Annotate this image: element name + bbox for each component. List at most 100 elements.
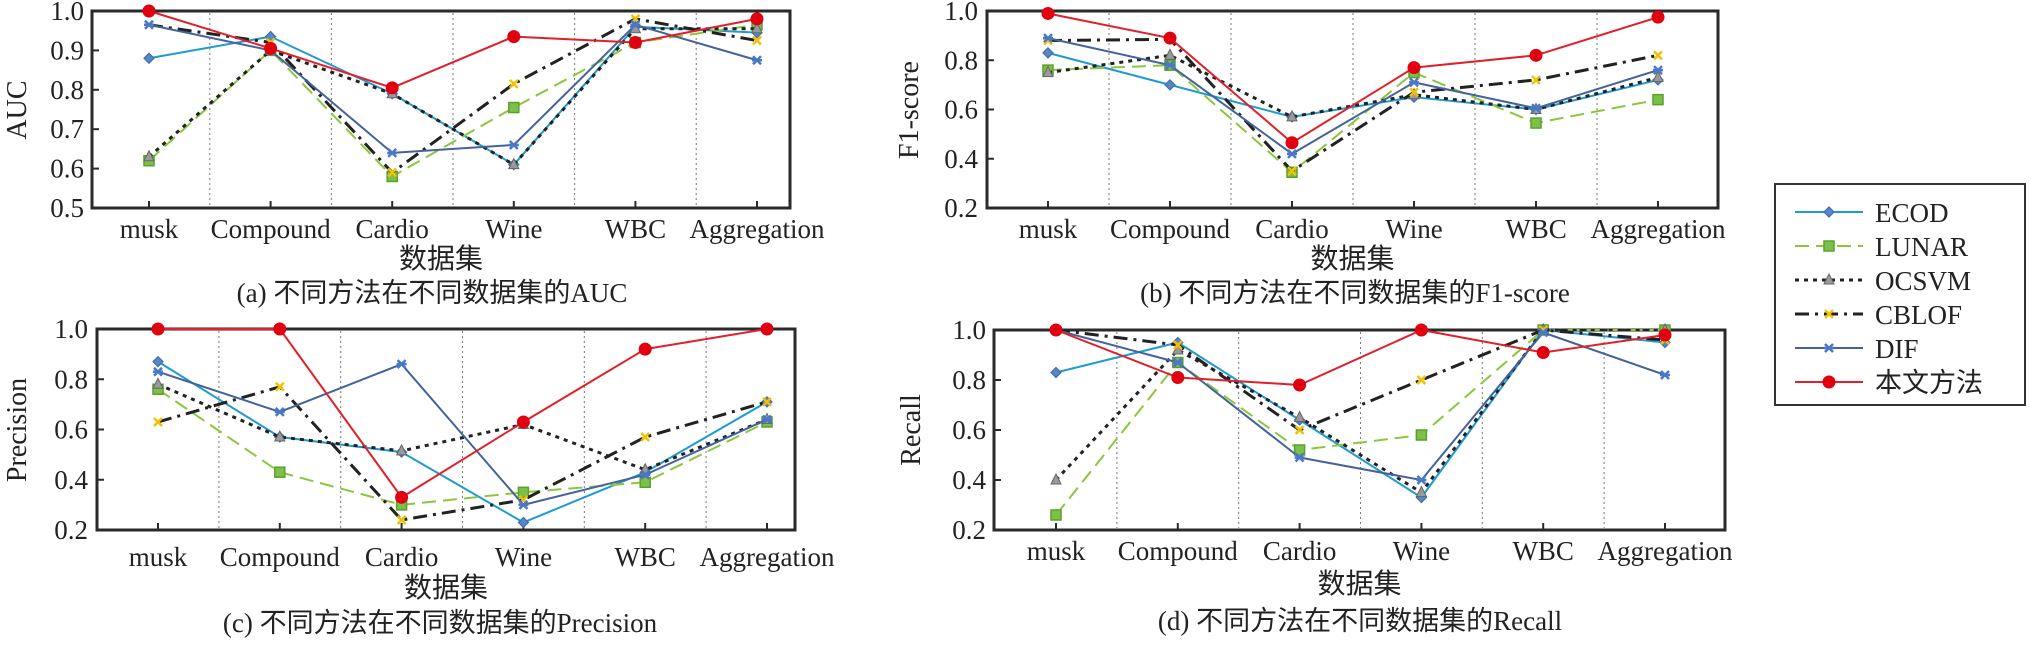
x-tick-label: WBC <box>1512 536 1574 566</box>
data-point <box>1042 65 1054 78</box>
data-point <box>1172 357 1183 368</box>
data-point <box>762 414 772 425</box>
data-point <box>1050 472 1062 485</box>
x-tick-label: Wine <box>1393 536 1450 566</box>
data-point <box>1651 10 1665 24</box>
data-point <box>1164 48 1176 60</box>
x-tick-label: Cardio <box>1263 536 1337 566</box>
x-tick-label: Aggregation <box>1591 214 1726 244</box>
data-point <box>1043 33 1053 43</box>
data-point <box>507 30 521 44</box>
series-line <box>1055 328 1666 432</box>
data-point <box>1042 47 1054 59</box>
series-4 <box>153 359 772 510</box>
y-tick-label: 0.4 <box>54 465 88 495</box>
data-point <box>1529 48 1543 62</box>
legend-marker-triangle-icon <box>1823 272 1835 285</box>
legend: ECOD LUNAR OCSVM CBLOF DIF 本文方法 <box>1774 183 2026 406</box>
x-tick-label: Compound <box>1118 536 1239 566</box>
data-point <box>1409 87 1419 98</box>
series-4 <box>1051 325 1670 485</box>
data-point <box>152 355 164 368</box>
y-axis-title: F1-score <box>894 61 925 159</box>
data-point <box>1652 93 1664 106</box>
data-point <box>151 322 165 336</box>
x-tick-label: musk <box>129 542 188 572</box>
data-point <box>395 443 408 456</box>
x-axis-title: 数据集 <box>1310 243 1394 275</box>
data-point <box>507 157 520 170</box>
series-line <box>157 382 768 472</box>
data-point <box>1287 166 1297 176</box>
data-point <box>1415 485 1428 497</box>
data-point <box>638 342 652 356</box>
y-tick-label: 0.8 <box>944 45 978 75</box>
x-tick-label: WBC <box>614 542 676 572</box>
x-tick-label: WBC <box>605 214 667 244</box>
data-point <box>508 140 519 150</box>
legend-label: ECOD <box>1875 198 1949 228</box>
data-point <box>751 21 763 34</box>
data-point <box>1172 340 1183 350</box>
data-point <box>1652 70 1664 82</box>
chart-panel-b: 0.2 0.4 0.6 0.8 1.0 musk Compound Cardio Wine WBC… <box>894 0 1726 308</box>
x-tick-label: Wine <box>485 214 542 244</box>
x-tick-label: Aggregation <box>700 542 835 572</box>
legend-label: LUNAR <box>1875 232 1968 262</box>
legend-item: 本文方法 <box>1795 368 1983 398</box>
x-tick-label: Compound <box>220 542 341 572</box>
series-line <box>1047 51 1659 118</box>
data-point <box>1658 328 1672 342</box>
data-point <box>1050 509 1062 521</box>
data-point <box>639 476 651 489</box>
data-point <box>508 79 519 89</box>
data-point <box>630 19 641 30</box>
x-tick-label: Wine <box>495 542 552 572</box>
data-point <box>1416 475 1427 485</box>
x-tick-label: WBC <box>1505 214 1567 244</box>
data-point <box>274 407 285 417</box>
data-point <box>395 490 409 504</box>
series-line <box>148 17 758 175</box>
data-point <box>396 359 407 370</box>
series-5 <box>151 322 774 504</box>
chart-caption: (c) 不同方法在不同数据集的Precision <box>223 608 658 638</box>
y-tick-label: 1.0 <box>952 315 986 345</box>
legend-label: CBLOF <box>1875 300 1962 330</box>
data-point <box>1415 429 1428 441</box>
data-point <box>264 41 278 55</box>
data-point <box>1536 346 1550 359</box>
data-point <box>518 499 529 510</box>
chart-caption: (b) 不同方法在不同数据集的F1-score <box>1140 278 1570 308</box>
data-point <box>144 19 154 30</box>
data-point <box>752 55 762 66</box>
series-line <box>157 385 768 522</box>
series-line <box>1047 12 1659 144</box>
x-tick-label: Aggregation <box>1598 536 1733 566</box>
data-point <box>385 81 399 95</box>
data-point <box>143 52 155 65</box>
data-point <box>1050 366 1062 379</box>
data-point <box>508 101 520 114</box>
data-point <box>153 366 163 377</box>
chart-panel-a: 0.5 0.6 0.7 0.8 0.9 1.0 musk Compound Cardio Wine… <box>2 0 825 308</box>
series-4 <box>1043 33 1663 159</box>
data-point <box>760 322 774 336</box>
legend-item: ECOD <box>1795 198 1949 228</box>
legend-item: LUNAR <box>1795 232 1968 262</box>
data-point <box>1531 75 1541 85</box>
chart-caption: (d) 不同方法在不同数据集的Recall <box>1158 606 1562 636</box>
chart-caption: (a) 不同方法在不同数据集的AUC <box>237 278 628 308</box>
data-point <box>1293 378 1307 392</box>
data-point <box>152 377 164 389</box>
x-tick-label: Aggregation <box>690 214 825 244</box>
data-point <box>1293 444 1306 456</box>
data-point <box>1653 65 1663 75</box>
x-tick-label: musk <box>1027 536 1086 566</box>
data-point <box>1653 50 1663 61</box>
series-line <box>1047 37 1659 173</box>
y-tick-label: 0.7 <box>50 114 84 144</box>
data-point <box>387 167 398 178</box>
legend-marker-x-icon <box>1824 309 1834 319</box>
data-point <box>1286 109 1298 122</box>
